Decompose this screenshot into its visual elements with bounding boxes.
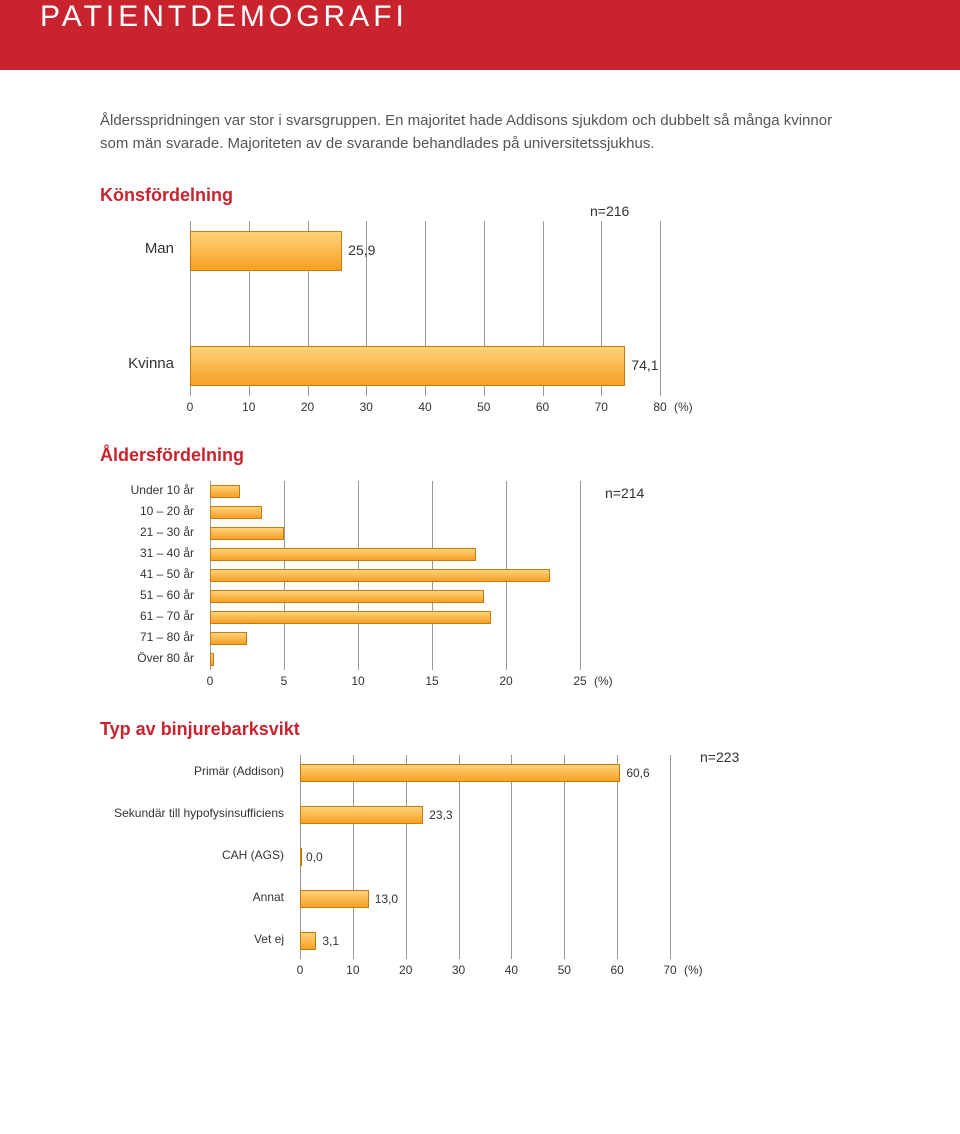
chart-row-label: Under 10 år	[92, 483, 202, 497]
intro-text: Åldersspridningen var stor i svarsgruppe…	[100, 110, 860, 155]
age-chart: n=214Under 10 år10 – 20 år21 – 30 år31 –…	[100, 481, 860, 694]
chart-axis-tick: 70	[595, 400, 608, 414]
chart-gridline	[670, 755, 671, 959]
chart-bar	[210, 590, 484, 603]
chart-axis-tick: 60	[536, 400, 549, 414]
chart-bar	[300, 764, 620, 782]
chart-axis-tick: 30	[360, 400, 373, 414]
chart-axis-tick: 0	[297, 963, 304, 977]
chart-n-label: n=214	[605, 485, 644, 501]
chart-bar	[190, 231, 342, 271]
chart-row-label: Vet ej	[92, 932, 292, 946]
chart-axis-unit: (%)	[594, 674, 613, 688]
chart-gridline	[564, 755, 565, 959]
chart-bar	[300, 890, 369, 908]
chart-axis-tick: 0	[207, 674, 214, 688]
chart-row-label: Man	[92, 240, 182, 257]
chart-axis-tick: 10	[242, 400, 255, 414]
chart-axis-tick: 60	[610, 963, 623, 977]
chart-value-label: 3,1	[322, 934, 339, 948]
chart-gridline	[406, 755, 407, 959]
type-chart: n=223Primär (Addison)60,6Sekundär till h…	[100, 755, 860, 983]
chart-axis-tick: 20	[399, 963, 412, 977]
chart-row-label: Över 80 år	[92, 651, 202, 665]
chart-value-label: 74,1	[631, 357, 658, 373]
chart-gridline	[353, 755, 354, 959]
chart-bar	[190, 346, 625, 386]
chart-bar	[210, 611, 491, 624]
chart-axis-tick: 80	[653, 400, 666, 414]
chart-row-label: 71 – 80 år	[92, 630, 202, 644]
chart-gridline	[580, 481, 581, 670]
chart-axis-tick: 50	[558, 963, 571, 977]
age-chart-title: Åldersfördelning	[100, 445, 860, 466]
chart-axis-tick: 10	[346, 963, 359, 977]
chart-row-label: 10 – 20 år	[92, 504, 202, 518]
chart-bar	[300, 932, 316, 950]
chart-bar	[210, 548, 476, 561]
chart-value-label: 23,3	[429, 808, 452, 822]
chart-axis-tick: 20	[301, 400, 314, 414]
chart-axis-tick: 70	[663, 963, 676, 977]
gender-chart-title: Könsfördelning	[100, 185, 860, 206]
chart-n-label: n=223	[700, 749, 739, 765]
chart-axis-tick: 20	[499, 674, 512, 688]
chart-axis-tick: 10	[351, 674, 364, 688]
chart-gridline	[511, 755, 512, 959]
chart-value-label: 13,0	[375, 892, 398, 906]
chart-bar	[210, 569, 550, 582]
chart-gridline	[617, 755, 618, 959]
chart-axis-tick: 5	[281, 674, 288, 688]
chart-row-label: Kvinna	[92, 355, 182, 372]
chart-value-label: 60,6	[626, 766, 649, 780]
chart-gridline	[660, 221, 661, 396]
chart-axis-tick: 15	[425, 674, 438, 688]
type-chart-title: Typ av binjurebarksvikt	[100, 719, 860, 740]
chart-bar	[300, 806, 423, 824]
chart-bar	[210, 632, 247, 645]
page-title: PATIENTDEMOGRAFI	[40, 0, 920, 34]
chart-row-label: Annat	[92, 890, 292, 904]
chart-row-label: 41 – 50 år	[92, 567, 202, 581]
chart-axis-tick: 25	[573, 674, 586, 688]
chart-axis-tick: 40	[505, 963, 518, 977]
chart-bar	[210, 653, 214, 666]
header-banner: PATIENTDEMOGRAFI	[0, 0, 960, 70]
chart-bar	[210, 485, 240, 498]
chart-bar	[300, 848, 302, 866]
chart-row-label: 61 – 70 år	[92, 609, 202, 623]
chart-value-label: 0,0	[306, 850, 323, 864]
chart-bar	[210, 527, 284, 540]
chart-row-label: 51 – 60 år	[92, 588, 202, 602]
chart-bar	[210, 506, 262, 519]
chart-row-label: Sekundär till hypofysinsufficiens	[92, 806, 292, 820]
chart-axis-tick: 0	[187, 400, 194, 414]
content: Åldersspridningen var stor i svarsgruppe…	[0, 70, 960, 1023]
chart-axis-tick: 40	[418, 400, 431, 414]
chart-row-label: 31 – 40 år	[92, 546, 202, 560]
chart-axis-unit: (%)	[684, 963, 703, 977]
chart-axis-unit: (%)	[674, 400, 693, 414]
chart-row-label: 21 – 30 år	[92, 525, 202, 539]
chart-axis-tick: 30	[452, 963, 465, 977]
chart-gridline	[459, 755, 460, 959]
chart-n-label: n=216	[590, 203, 629, 219]
chart-row-label: CAH (AGS)	[92, 848, 292, 862]
chart-value-label: 25,9	[348, 242, 375, 258]
chart-axis-tick: 50	[477, 400, 490, 414]
gender-chart: n=216Man25,9Kvinna74,101020304050607080(…	[100, 221, 860, 420]
chart-row-label: Primär (Addison)	[92, 764, 292, 778]
